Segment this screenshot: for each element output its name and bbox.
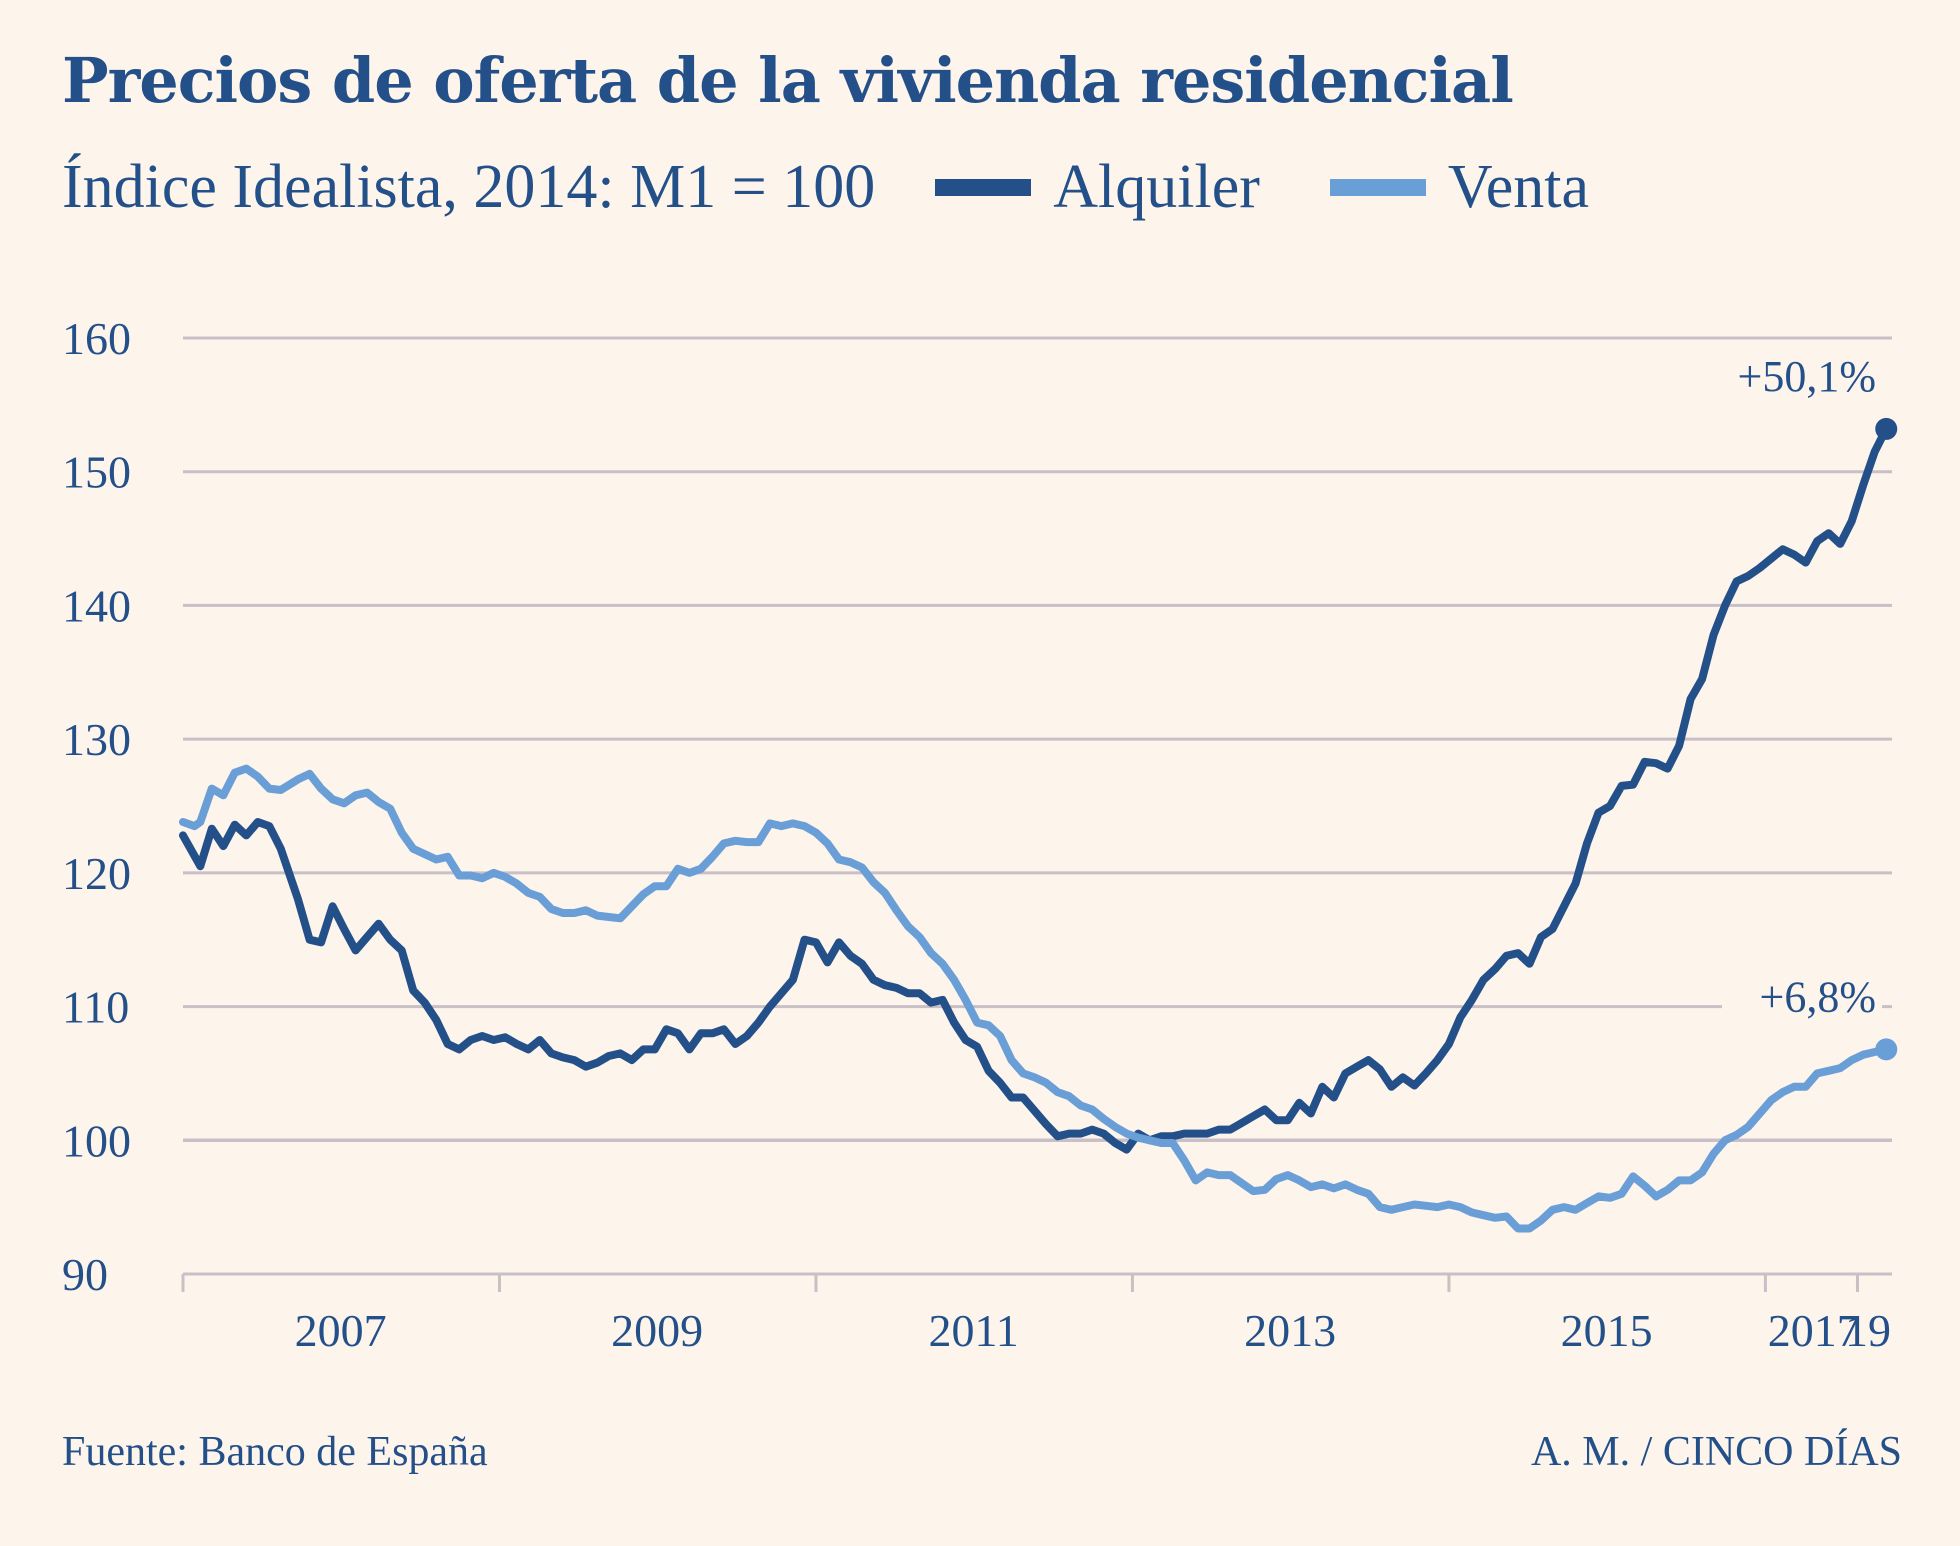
- y-tick-label-110: 110: [62, 982, 129, 1033]
- y-tick-label-140: 140: [62, 580, 131, 631]
- x-tick-label-2007: 2007: [295, 1305, 387, 1356]
- y-tick-label-120: 120: [62, 848, 131, 899]
- subtitle-legend-row: Índice Idealista, 2014: M1 = 100 Alquile…: [62, 152, 1589, 223]
- legend-swatch-venta: [1329, 179, 1426, 196]
- y-tick-label-130: 130: [62, 714, 131, 765]
- legend-label-alquiler: Alquiler: [1053, 153, 1260, 221]
- chart-title: Precios de oferta de la vivienda residen…: [62, 44, 1514, 117]
- annotation-venta-bg: [1722, 969, 1882, 1026]
- legend-item-alquiler: Alquiler: [935, 152, 1260, 223]
- annotation-venta: +6,8%: [1760, 972, 1876, 1021]
- chart-subtitle: Índice Idealista, 2014: M1 = 100: [62, 153, 876, 221]
- series-end-dot-alquiler: [1875, 417, 1898, 440]
- annotation-alquiler: +50,1%: [1738, 352, 1876, 401]
- x-tick-label-2009: 2009: [611, 1305, 703, 1356]
- y-tick-label-100: 100: [62, 1115, 131, 1166]
- x-tick-label-19: 19: [1845, 1305, 1891, 1356]
- x-tick-label-2015: 2015: [1561, 1305, 1653, 1356]
- series-end-dot-venta: [1875, 1038, 1898, 1061]
- legend-label-venta: Venta: [1447, 153, 1590, 221]
- x-tick-label-2013: 2013: [1244, 1305, 1336, 1356]
- series-line-venta: [179, 764, 1891, 1233]
- legend-item-venta: Venta: [1329, 152, 1590, 223]
- series-line-alquiler: [179, 424, 1891, 1154]
- legend-swatch-alquiler: [935, 179, 1032, 196]
- x-tick-label-2011: 2011: [928, 1305, 1018, 1356]
- y-tick-label-150: 150: [62, 447, 131, 498]
- credit-note: A. M. / CINCO DÍAS: [1530, 1429, 1902, 1475]
- y-tick-label-90: 90: [62, 1249, 108, 1300]
- y-tick-label-160: 160: [62, 313, 131, 364]
- source-note: Fuente: Banco de España: [62, 1429, 488, 1475]
- x-tick-label-2017: 2017: [1768, 1305, 1860, 1356]
